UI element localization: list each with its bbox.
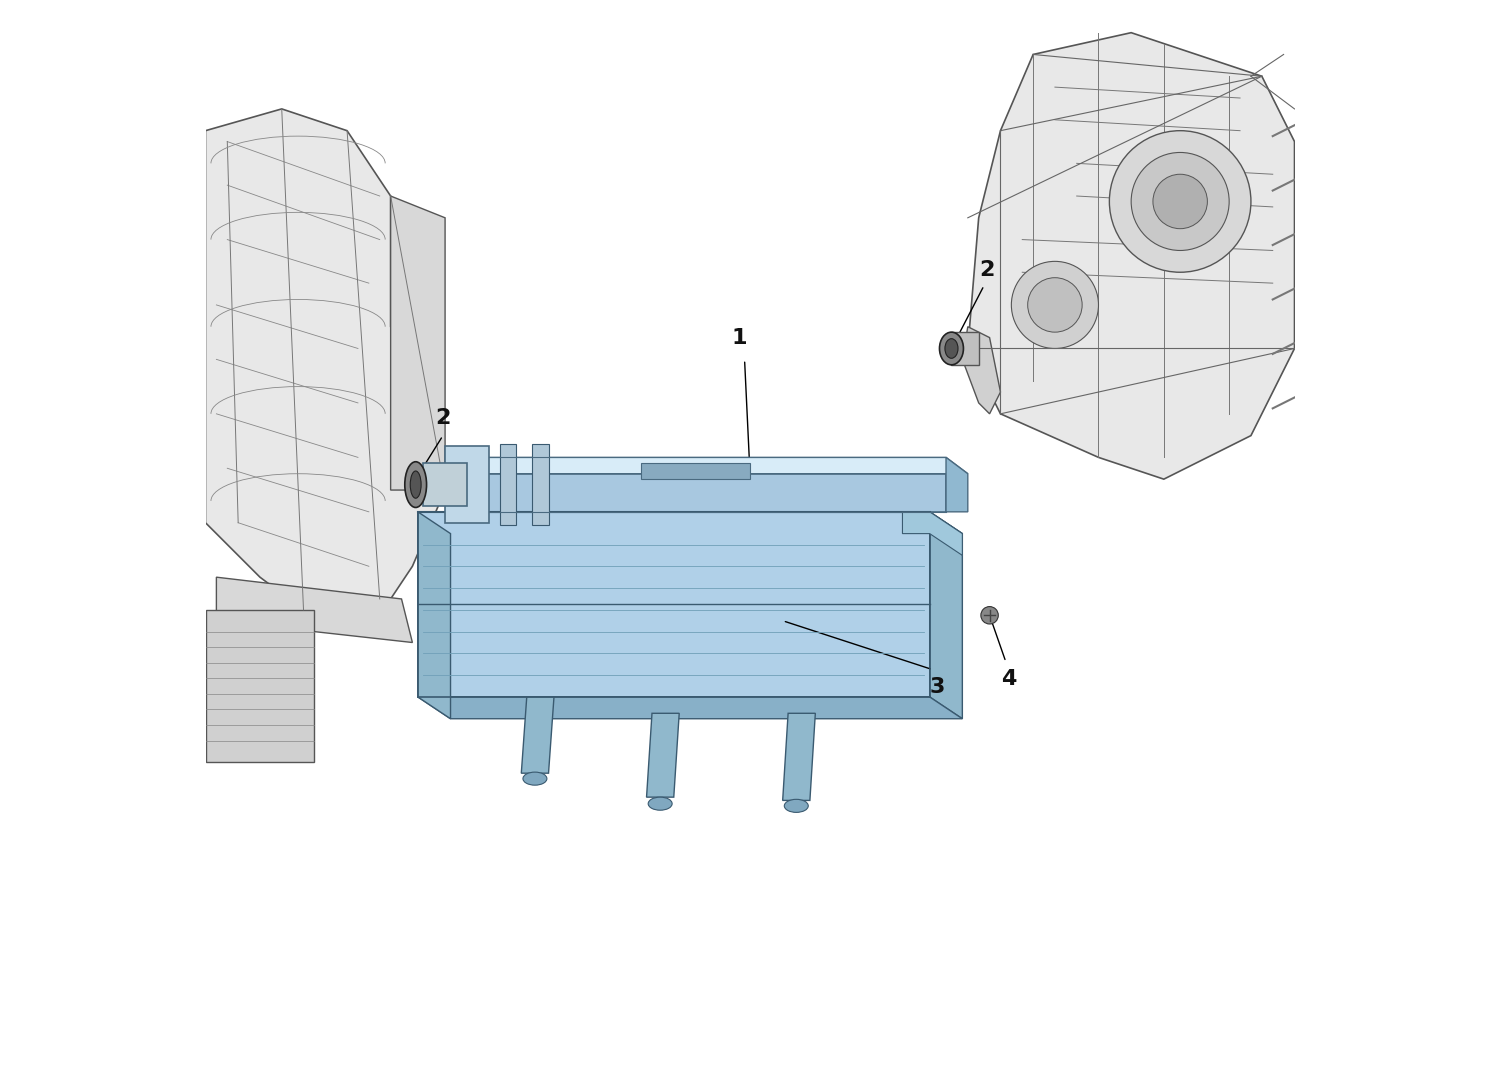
- Polygon shape: [216, 577, 412, 643]
- Polygon shape: [930, 512, 963, 719]
- Ellipse shape: [648, 797, 672, 810]
- Polygon shape: [963, 327, 1000, 414]
- Polygon shape: [419, 697, 963, 719]
- Ellipse shape: [405, 462, 426, 507]
- Text: 2: 2: [435, 408, 450, 428]
- Text: 3: 3: [930, 677, 945, 697]
- Polygon shape: [206, 109, 446, 621]
- Text: 1: 1: [732, 329, 747, 348]
- Text: 4: 4: [1002, 669, 1017, 688]
- Polygon shape: [500, 444, 516, 525]
- Text: 2: 2: [980, 260, 994, 280]
- Polygon shape: [946, 457, 968, 512]
- Polygon shape: [646, 713, 680, 797]
- Polygon shape: [419, 512, 930, 697]
- Polygon shape: [532, 444, 549, 525]
- Circle shape: [1131, 152, 1228, 250]
- Ellipse shape: [410, 470, 422, 498]
- Ellipse shape: [939, 332, 963, 365]
- Polygon shape: [466, 474, 946, 512]
- Polygon shape: [522, 697, 554, 773]
- Ellipse shape: [945, 339, 958, 358]
- Polygon shape: [783, 713, 816, 800]
- Polygon shape: [466, 457, 968, 474]
- Polygon shape: [206, 610, 315, 762]
- Polygon shape: [390, 196, 445, 490]
- Polygon shape: [419, 512, 450, 719]
- Circle shape: [1154, 174, 1208, 229]
- Polygon shape: [903, 512, 963, 555]
- Circle shape: [981, 607, 999, 624]
- Polygon shape: [419, 512, 963, 534]
- Polygon shape: [423, 463, 466, 506]
- Polygon shape: [951, 332, 978, 365]
- Polygon shape: [466, 474, 946, 495]
- Circle shape: [1011, 261, 1098, 348]
- Circle shape: [1028, 278, 1081, 332]
- Circle shape: [1110, 131, 1251, 272]
- Polygon shape: [640, 463, 750, 479]
- Ellipse shape: [524, 772, 548, 785]
- Polygon shape: [968, 33, 1294, 479]
- Polygon shape: [446, 446, 489, 523]
- Polygon shape: [466, 474, 946, 495]
- Ellipse shape: [784, 799, 808, 812]
